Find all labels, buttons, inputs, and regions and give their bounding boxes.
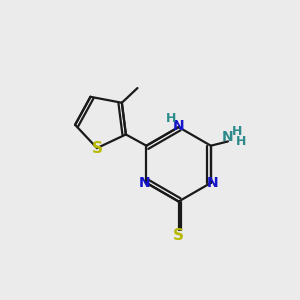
Text: N: N xyxy=(206,176,218,190)
Text: N: N xyxy=(173,119,184,133)
Text: H: H xyxy=(236,135,247,148)
Text: H: H xyxy=(165,112,176,125)
Text: N: N xyxy=(139,176,151,190)
Text: H: H xyxy=(232,125,243,138)
Text: S: S xyxy=(92,141,103,156)
Text: S: S xyxy=(173,228,184,243)
Text: N: N xyxy=(221,130,233,144)
